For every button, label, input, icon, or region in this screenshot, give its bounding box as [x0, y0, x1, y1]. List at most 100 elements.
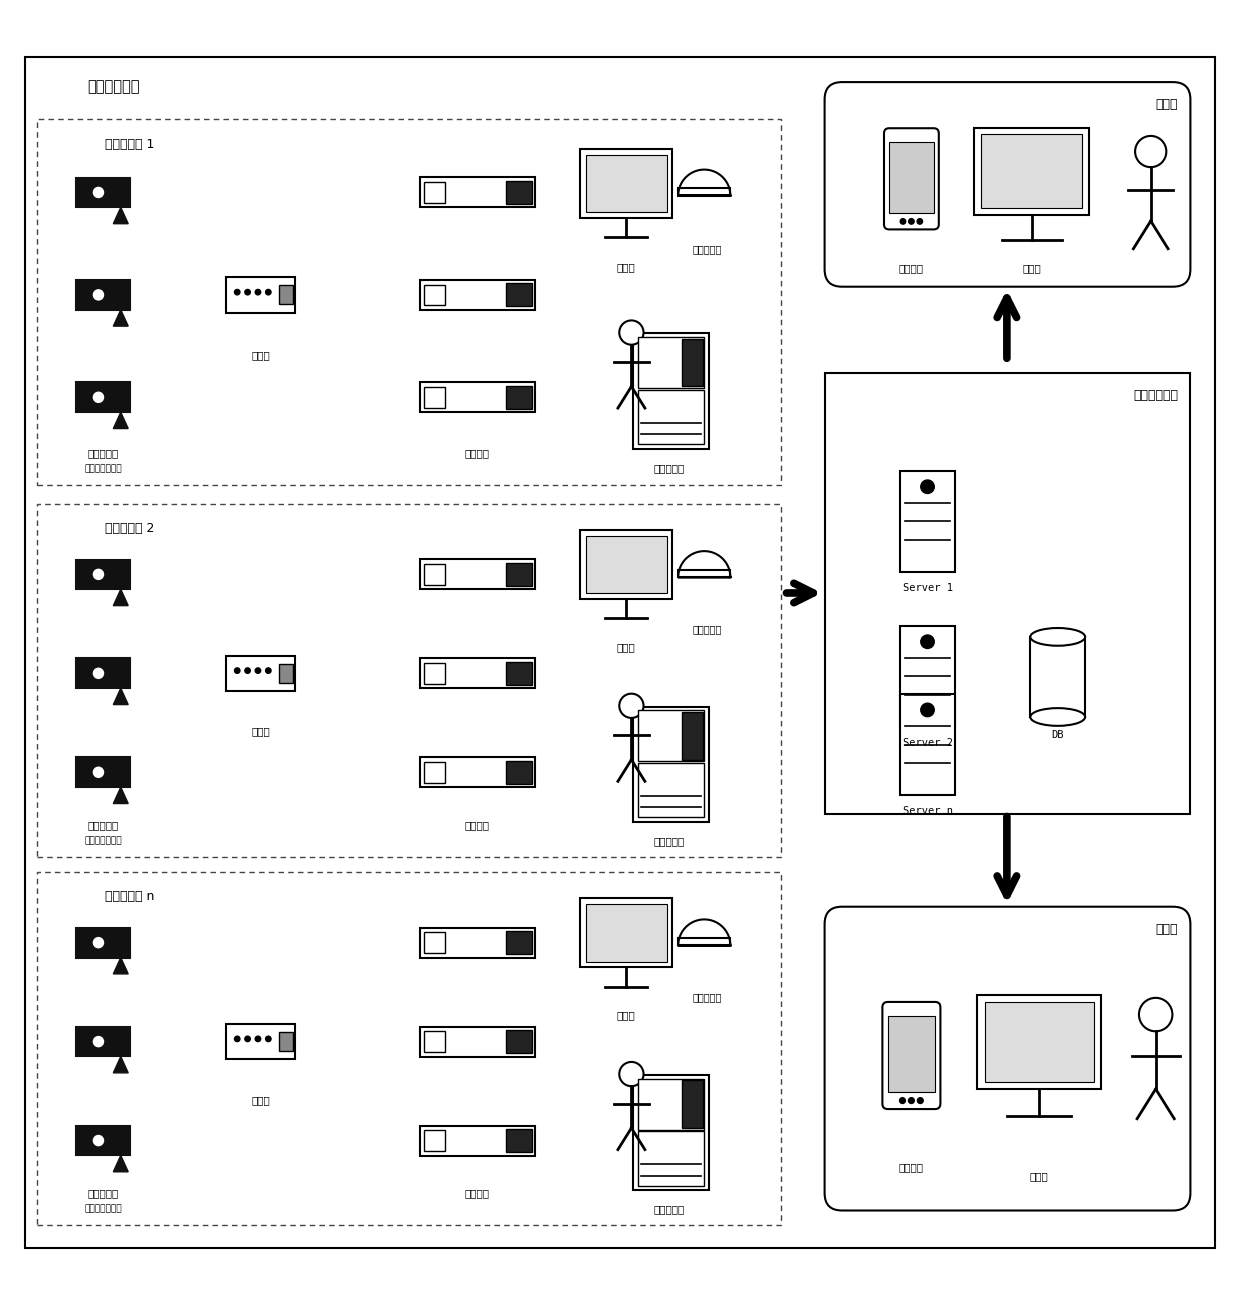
- Polygon shape: [113, 590, 128, 606]
- Ellipse shape: [1030, 628, 1085, 646]
- Polygon shape: [678, 170, 730, 196]
- Text: 显示屏: 显示屏: [616, 262, 636, 273]
- Bar: [420, 560, 534, 590]
- Circle shape: [234, 1036, 241, 1041]
- Text: 声光报警器: 声光报警器: [692, 624, 722, 634]
- Bar: [37, 119, 781, 485]
- Bar: [580, 149, 672, 218]
- Circle shape: [619, 321, 644, 345]
- Circle shape: [93, 393, 103, 402]
- Text: 交换机: 交换机: [250, 350, 270, 360]
- Circle shape: [265, 290, 272, 295]
- Circle shape: [921, 703, 934, 716]
- Bar: [424, 388, 445, 407]
- Text: 算法盒子: 算法盒子: [465, 820, 490, 830]
- Circle shape: [89, 565, 108, 583]
- Polygon shape: [113, 958, 128, 974]
- Circle shape: [1140, 998, 1173, 1031]
- Bar: [424, 762, 445, 783]
- Circle shape: [244, 1036, 250, 1041]
- Bar: [424, 183, 445, 202]
- Circle shape: [93, 1036, 103, 1047]
- Bar: [76, 1027, 130, 1057]
- Bar: [506, 283, 532, 307]
- Bar: [420, 382, 534, 412]
- Bar: [279, 286, 293, 304]
- Bar: [975, 128, 1089, 215]
- Circle shape: [921, 480, 934, 493]
- Polygon shape: [113, 412, 128, 428]
- Text: 交换机: 交换机: [250, 1095, 270, 1105]
- Bar: [580, 898, 672, 967]
- Circle shape: [619, 1062, 644, 1086]
- Bar: [506, 1129, 532, 1152]
- Bar: [580, 530, 672, 599]
- Polygon shape: [113, 787, 128, 804]
- Bar: [585, 904, 667, 962]
- Circle shape: [265, 668, 272, 673]
- Text: （含量感音箱）: （含量感音箱）: [84, 465, 122, 474]
- Bar: [900, 471, 955, 572]
- Circle shape: [89, 1131, 108, 1150]
- Bar: [420, 1027, 534, 1057]
- Bar: [37, 504, 781, 857]
- Polygon shape: [113, 688, 128, 705]
- Text: Server 1: Server 1: [903, 583, 952, 592]
- Circle shape: [234, 668, 241, 673]
- Bar: [76, 177, 130, 207]
- Bar: [424, 932, 445, 953]
- Text: 普通摄像头: 普通摄像头: [87, 448, 119, 458]
- Text: 应用服务器: 应用服务器: [653, 463, 686, 474]
- Circle shape: [89, 1032, 108, 1051]
- Circle shape: [619, 694, 644, 718]
- Bar: [678, 188, 730, 196]
- Circle shape: [1135, 136, 1167, 167]
- Bar: [76, 281, 130, 309]
- Circle shape: [89, 183, 108, 202]
- Bar: [424, 284, 445, 305]
- Bar: [977, 994, 1101, 1088]
- Bar: [985, 1002, 1094, 1082]
- Bar: [424, 564, 445, 585]
- Bar: [420, 177, 534, 207]
- Circle shape: [89, 762, 108, 782]
- Polygon shape: [678, 551, 730, 577]
- Circle shape: [244, 668, 250, 673]
- Bar: [279, 664, 293, 683]
- Bar: [637, 390, 704, 444]
- Circle shape: [899, 1098, 905, 1104]
- Bar: [1030, 637, 1085, 716]
- Polygon shape: [113, 1155, 128, 1172]
- Text: 应用服务器: 应用服务器: [653, 1205, 686, 1215]
- Circle shape: [93, 290, 103, 300]
- Text: 普通摄像头: 普通摄像头: [87, 820, 119, 830]
- Bar: [900, 694, 955, 795]
- FancyBboxPatch shape: [883, 1002, 940, 1109]
- Bar: [76, 1126, 130, 1155]
- Polygon shape: [113, 1057, 128, 1073]
- Bar: [682, 1081, 703, 1128]
- Bar: [678, 938, 730, 945]
- Circle shape: [255, 1036, 260, 1041]
- Text: Server 2: Server 2: [903, 737, 952, 748]
- Polygon shape: [113, 207, 128, 223]
- Circle shape: [909, 1098, 914, 1104]
- Bar: [900, 625, 955, 727]
- Bar: [682, 713, 703, 760]
- Text: 交换机: 交换机: [250, 727, 270, 736]
- Text: 显示屏: 显示屏: [1029, 1171, 1049, 1181]
- Circle shape: [234, 290, 241, 295]
- Bar: [585, 154, 667, 213]
- Bar: [634, 334, 709, 449]
- Text: DB: DB: [1052, 729, 1064, 740]
- Bar: [420, 1125, 534, 1155]
- Circle shape: [255, 290, 260, 295]
- Bar: [424, 663, 445, 684]
- Bar: [585, 535, 667, 594]
- Text: 内网子系统 2: 内网子系统 2: [105, 522, 155, 535]
- Bar: [506, 181, 532, 204]
- Bar: [76, 928, 130, 958]
- Circle shape: [244, 290, 250, 295]
- Circle shape: [89, 664, 108, 683]
- Text: 内网子系统 1: 内网子系统 1: [105, 137, 155, 150]
